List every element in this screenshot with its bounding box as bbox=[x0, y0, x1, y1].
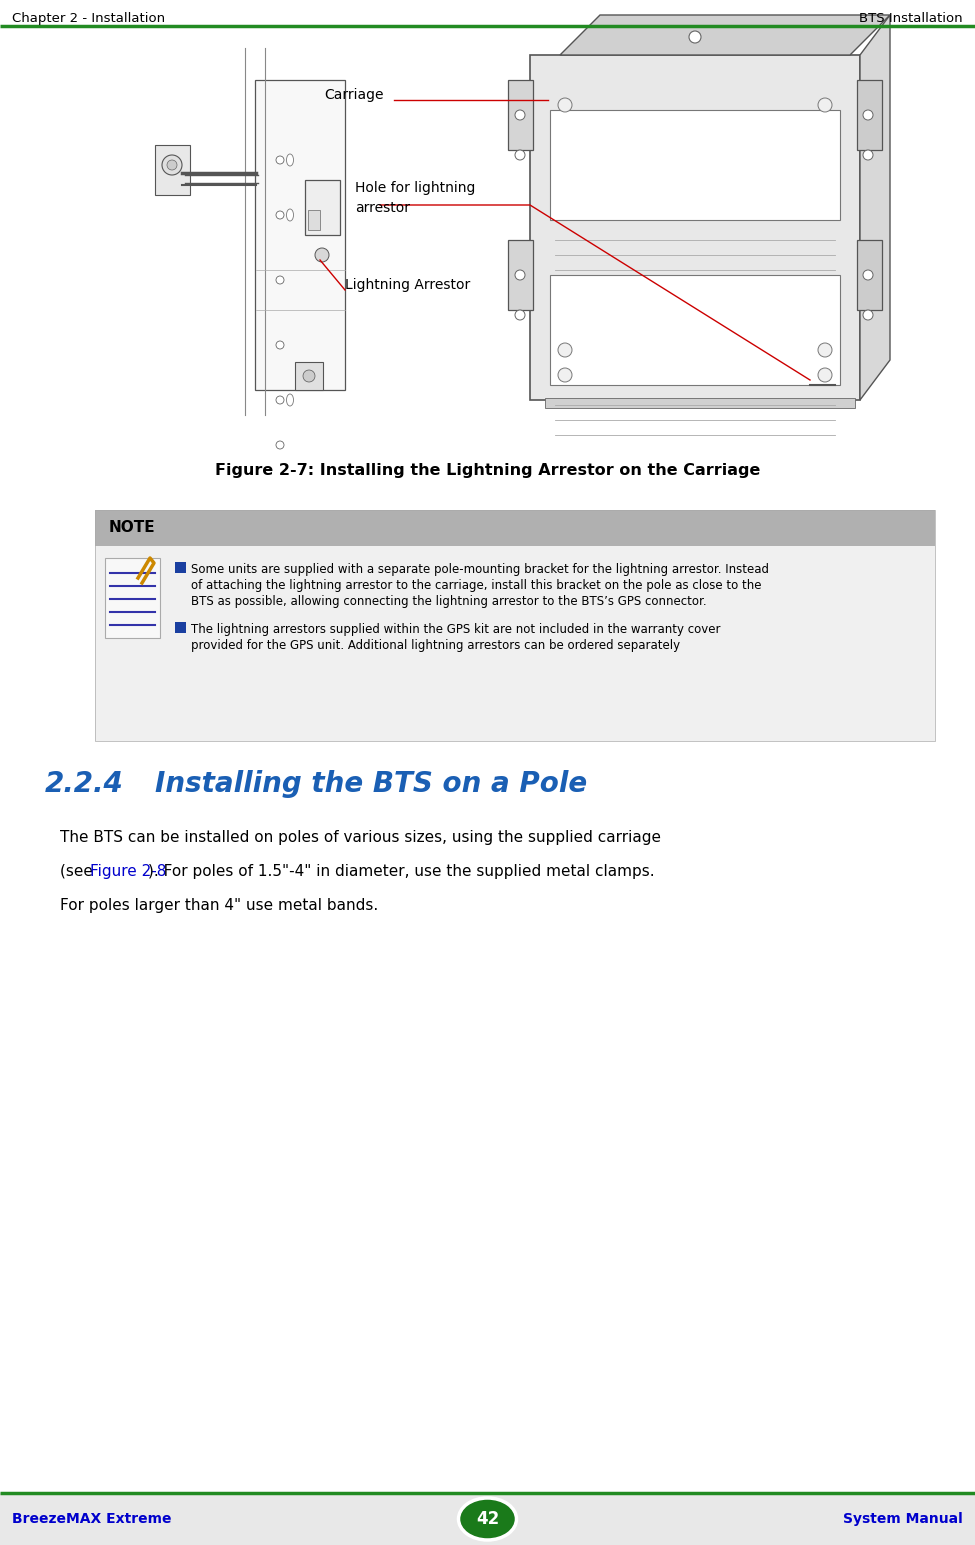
Bar bbox=[95, 510, 935, 742]
Text: NOTE: NOTE bbox=[109, 521, 156, 536]
Ellipse shape bbox=[458, 1499, 517, 1540]
Text: Figure 2-7: Installing the Lightning Arrestor on the Carriage: Figure 2-7: Installing the Lightning Arr… bbox=[214, 462, 760, 477]
Text: ). For poles of 1.5"-4" in diameter, use the supplied metal clamps.: ). For poles of 1.5"-4" in diameter, use… bbox=[148, 864, 655, 879]
Circle shape bbox=[558, 343, 572, 357]
Text: BreezeMAX Extreme: BreezeMAX Extreme bbox=[12, 1513, 172, 1526]
Polygon shape bbox=[560, 15, 890, 56]
Circle shape bbox=[515, 270, 525, 280]
Circle shape bbox=[558, 368, 572, 382]
Text: BTS Installation: BTS Installation bbox=[859, 12, 963, 25]
Circle shape bbox=[276, 212, 284, 219]
Text: Some units are supplied with a separate pole-mounting bracket for the lightning : Some units are supplied with a separate … bbox=[191, 562, 769, 576]
Text: Carriage: Carriage bbox=[324, 88, 383, 102]
Text: BTS as possible, allowing connecting the lightning arrestor to the BTS’s GPS con: BTS as possible, allowing connecting the… bbox=[191, 595, 707, 609]
Circle shape bbox=[276, 277, 284, 284]
Bar bbox=[255, 80, 345, 389]
Circle shape bbox=[863, 150, 873, 161]
Text: Hole for lightning: Hole for lightning bbox=[355, 181, 476, 195]
Ellipse shape bbox=[287, 394, 293, 406]
Bar bbox=[308, 210, 320, 230]
Bar bbox=[305, 181, 340, 235]
Text: provided for the GPS unit. Additional lightning arrestors can be ordered separat: provided for the GPS unit. Additional li… bbox=[191, 640, 681, 652]
Bar bbox=[175, 562, 186, 573]
Text: Installing the BTS on a Pole: Installing the BTS on a Pole bbox=[155, 769, 587, 799]
Text: Figure 2-8: Figure 2-8 bbox=[90, 864, 166, 879]
Circle shape bbox=[863, 110, 873, 121]
Circle shape bbox=[863, 311, 873, 320]
Circle shape bbox=[167, 161, 177, 170]
Bar bbox=[545, 399, 855, 408]
Circle shape bbox=[276, 396, 284, 403]
Bar bbox=[0, 1492, 975, 1545]
Text: For poles larger than 4" use metal bands.: For poles larger than 4" use metal bands… bbox=[60, 898, 378, 913]
Bar bbox=[508, 80, 533, 150]
Text: The BTS can be installed on poles of various sizes, using the supplied carriage: The BTS can be installed on poles of var… bbox=[60, 830, 661, 845]
Circle shape bbox=[515, 110, 525, 121]
Circle shape bbox=[818, 343, 832, 357]
Text: Chapter 2 - Installation: Chapter 2 - Installation bbox=[12, 12, 165, 25]
Circle shape bbox=[558, 97, 572, 111]
Text: System Manual: System Manual bbox=[843, 1513, 963, 1526]
Ellipse shape bbox=[287, 154, 293, 165]
Circle shape bbox=[276, 156, 284, 164]
Circle shape bbox=[276, 440, 284, 450]
Bar bbox=[95, 545, 935, 742]
Bar bbox=[550, 275, 840, 385]
Circle shape bbox=[315, 249, 329, 263]
Text: (see: (see bbox=[60, 864, 98, 879]
Bar bbox=[105, 558, 160, 638]
Circle shape bbox=[863, 270, 873, 280]
Ellipse shape bbox=[287, 209, 293, 221]
Circle shape bbox=[818, 97, 832, 111]
Polygon shape bbox=[860, 15, 890, 400]
Bar bbox=[95, 510, 935, 545]
Circle shape bbox=[689, 31, 701, 43]
Bar bbox=[857, 239, 882, 311]
Circle shape bbox=[303, 369, 315, 382]
Bar bbox=[155, 145, 190, 195]
Circle shape bbox=[515, 311, 525, 320]
Text: arrestor: arrestor bbox=[355, 201, 410, 215]
Bar bbox=[175, 623, 186, 633]
Circle shape bbox=[162, 154, 182, 175]
Bar bbox=[530, 56, 860, 400]
Bar bbox=[550, 110, 840, 219]
Circle shape bbox=[276, 341, 284, 349]
Text: of attaching the lightning arrestor to the carriage, install this bracket on the: of attaching the lightning arrestor to t… bbox=[191, 579, 761, 592]
Bar bbox=[508, 239, 533, 311]
Bar bbox=[295, 362, 323, 389]
Text: The lightning arrestors supplied within the GPS kit are not included in the warr: The lightning arrestors supplied within … bbox=[191, 623, 721, 637]
Circle shape bbox=[818, 368, 832, 382]
Circle shape bbox=[515, 150, 525, 161]
Bar bbox=[857, 80, 882, 150]
Text: 2.2.4: 2.2.4 bbox=[45, 769, 124, 799]
Text: Lightning Arrestor: Lightning Arrestor bbox=[345, 278, 470, 292]
Text: 42: 42 bbox=[476, 1509, 499, 1528]
